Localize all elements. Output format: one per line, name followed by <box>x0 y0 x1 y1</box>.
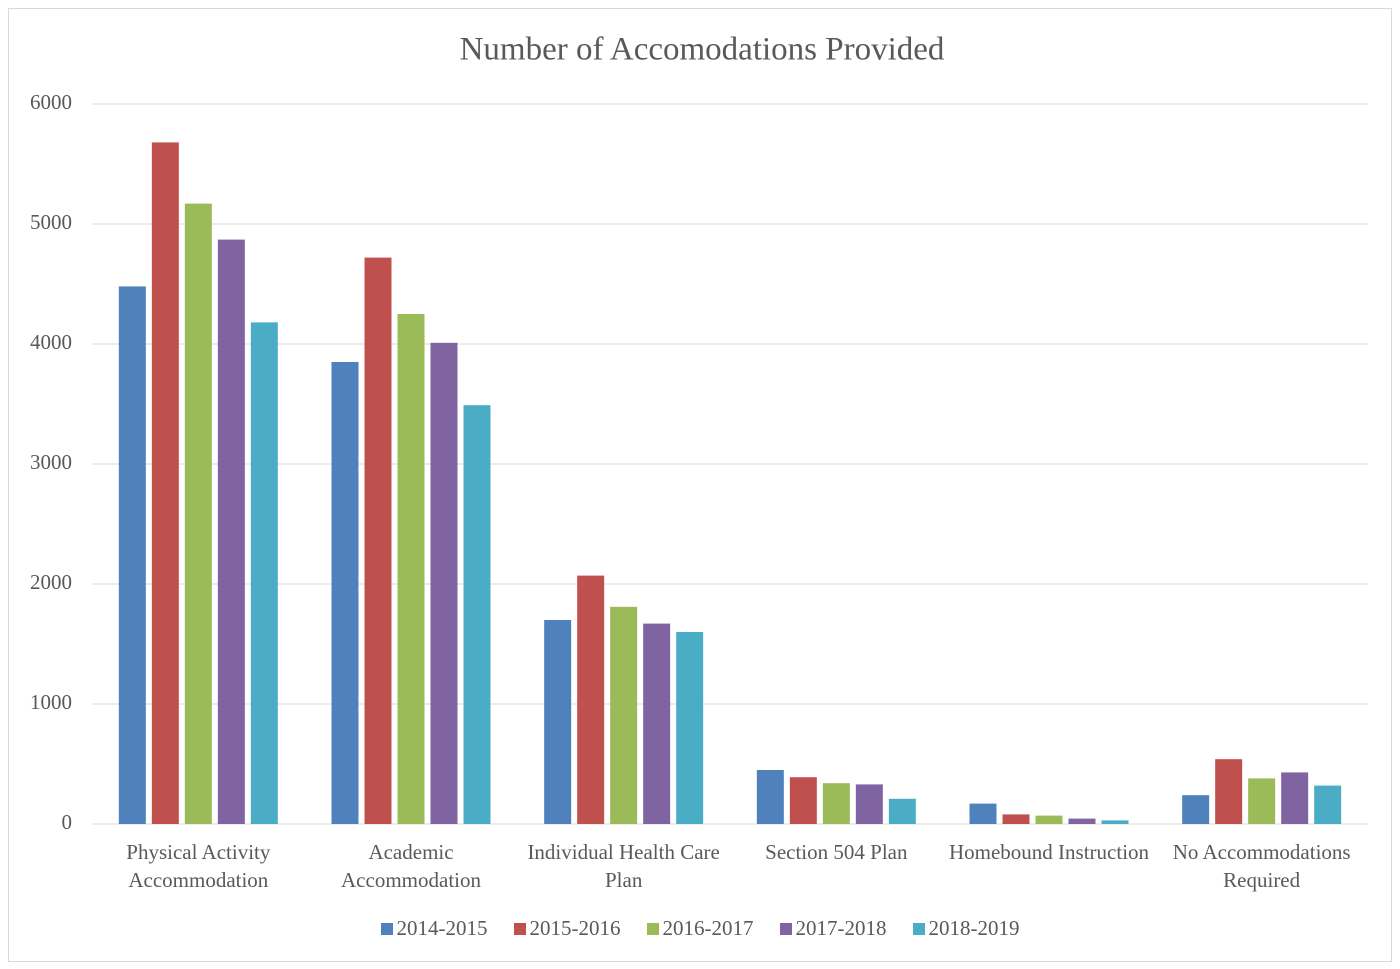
bar <box>1068 818 1096 824</box>
legend-swatch <box>779 922 792 935</box>
legend-label: 2014-2015 <box>396 916 488 940</box>
bar <box>756 770 784 824</box>
bar <box>1215 759 1243 824</box>
bar <box>544 620 572 824</box>
x-tick-label: Physical Activity Accommodation <box>126 840 271 892</box>
bar <box>888 798 916 824</box>
bar <box>430 342 458 824</box>
bar <box>1035 815 1063 824</box>
legend-item: 2018-2019 <box>912 916 1020 941</box>
bar <box>463 405 491 824</box>
bar <box>184 203 212 825</box>
legend-label: 2015-2016 <box>529 916 621 940</box>
y-tick-label: 1000 <box>30 690 72 714</box>
legend-item: 2014-2015 <box>380 916 488 941</box>
legend-swatch <box>646 922 659 935</box>
y-tick-label: 3000 <box>30 450 72 474</box>
bar <box>217 239 245 825</box>
bar <box>789 777 817 824</box>
bar <box>610 606 638 824</box>
y-tick-label: 2000 <box>30 570 72 594</box>
y-tick-label: 5000 <box>30 210 72 234</box>
legend-swatch <box>912 922 925 935</box>
x-tick-label: No Accommodations Required <box>1172 840 1351 892</box>
bar <box>1002 814 1030 824</box>
y-tick-label: 0 <box>62 810 73 834</box>
x-tick-label: Homebound Instruction <box>948 840 1150 864</box>
y-tick-label: 6000 <box>30 90 72 114</box>
legend-label: 2016-2017 <box>662 916 754 940</box>
x-tick-label: Section 504 Plan <box>765 840 908 864</box>
bar <box>118 286 146 824</box>
x-tick-label: Individual Health Care Plan <box>527 840 720 892</box>
bar <box>151 142 179 824</box>
bar <box>969 803 997 824</box>
legend-item: 2017-2018 <box>779 916 887 941</box>
bar <box>331 362 359 824</box>
bar <box>1182 795 1210 824</box>
bar <box>1248 778 1276 824</box>
legend-label: 2017-2018 <box>795 916 887 940</box>
y-tick-label: 4000 <box>30 330 72 354</box>
chart-title: Number of Accomodations Provided <box>460 32 945 68</box>
bar <box>1101 820 1129 824</box>
bar <box>1314 785 1342 824</box>
bar <box>1281 772 1309 824</box>
legend-item: 2016-2017 <box>646 916 754 941</box>
legend-swatch <box>380 922 393 935</box>
bar <box>676 632 704 824</box>
bar <box>643 623 671 824</box>
legend-item: 2015-2016 <box>513 916 621 941</box>
bar <box>397 314 425 824</box>
bar <box>855 784 883 824</box>
x-tick-label: Academic Accommodation <box>341 840 481 892</box>
legend-swatch <box>513 922 526 935</box>
bar <box>822 783 850 824</box>
bar <box>364 257 392 825</box>
legend: 2014-2015 2015-2016 2016-2017 2017-2018 2018… <box>0 916 1400 941</box>
bar <box>577 575 605 824</box>
legend-label: 2018-2019 <box>928 916 1020 940</box>
bar <box>250 322 278 824</box>
